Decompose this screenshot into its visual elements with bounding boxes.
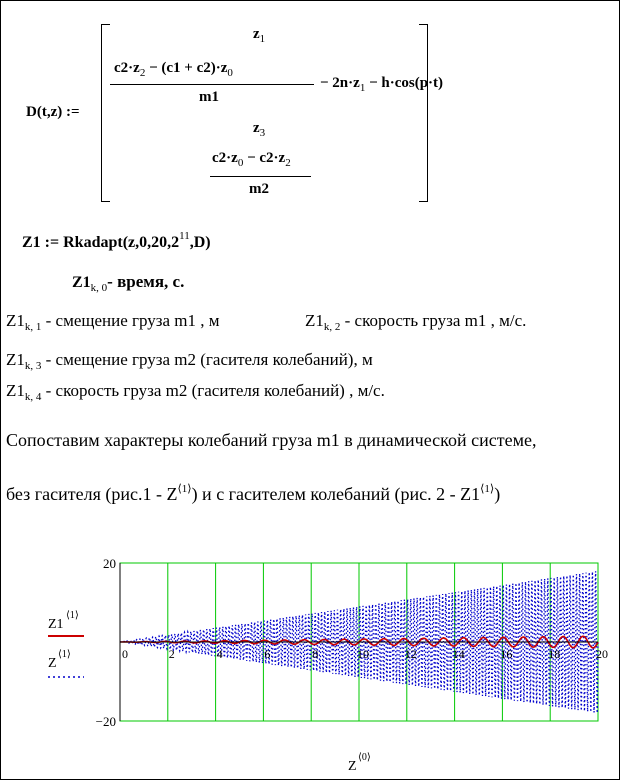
chart-axes bbox=[119, 563, 598, 721]
definition-lhs: D(t,z) := bbox=[26, 104, 80, 120]
legend-line-2: Z1k, 2 - скорость груза m1 , м/с. bbox=[305, 311, 527, 333]
matrix-row-2-denominator: m1 bbox=[199, 89, 219, 105]
matrix-row-2-fraction-bar bbox=[110, 84, 314, 85]
matrix-row-4-denominator: m2 bbox=[249, 181, 269, 197]
paragraph-figures: без гасителя (рис.1 - Z⟨1⟩) и с гасителе… bbox=[6, 483, 501, 504]
matrix-bracket-right bbox=[419, 24, 428, 202]
matrix-row-4-fraction-bar bbox=[210, 176, 311, 177]
legend-line-3: Z1k, 3 - смещение груза m2 (гасителя кол… bbox=[6, 350, 373, 372]
x-tick-label-10: 10 bbox=[357, 647, 369, 661]
matrix-row-4-numerator: c2·z0 − c2·z2 bbox=[212, 150, 291, 169]
matrix-bracket-left bbox=[101, 24, 110, 202]
legend-line-1: Z1k, 1 - смещение груза m1 , м bbox=[6, 311, 220, 333]
legend-z-name: Z bbox=[48, 656, 57, 671]
x-tick-label-18: 18 bbox=[548, 647, 560, 661]
legend-line-4: Z1k, 4 - скорость груза m2 (гасителя кол… bbox=[6, 381, 385, 403]
matrix-row-2-tail: − 2n·z1 − h·cos(p·t) bbox=[320, 75, 444, 94]
x-tick-label-8: 8 bbox=[312, 647, 318, 661]
paragraph-compare: Сопоставим характеры колебаний груза m1 … bbox=[6, 430, 537, 450]
legend-z1-sup: ⟨1⟩ bbox=[66, 610, 79, 621]
x-tick-label-20: 20 bbox=[596, 647, 608, 661]
legend-z1-name: Z1 bbox=[48, 617, 64, 632]
x-axis-label-sup: ⟨0⟩ bbox=[358, 752, 371, 763]
x-tick-label-0: 0 bbox=[122, 647, 128, 661]
matrix-row-2-numerator: c2·z2 − (c1 + c2)·z0 bbox=[114, 60, 233, 79]
x-tick-label-4: 4 bbox=[217, 647, 223, 661]
x-tick-label-6: 6 bbox=[264, 647, 270, 661]
x-tick-label-16: 16 bbox=[500, 647, 512, 661]
matrix-row-1: z1 bbox=[253, 26, 266, 45]
y-tick-label-min: −20 bbox=[96, 714, 116, 729]
x-axis-label: Z bbox=[348, 759, 357, 774]
x-tick-label-2: 2 bbox=[169, 647, 175, 661]
matrix-row-3: z3 bbox=[253, 120, 266, 139]
rkadapt-call: Z1 := Rkadapt(z,0,20,211,D) bbox=[22, 230, 211, 251]
x-tick-label-12: 12 bbox=[405, 647, 417, 661]
legend-line-0: Z1k, 0- время, с. bbox=[72, 272, 185, 294]
x-tick-label-14: 14 bbox=[453, 647, 465, 661]
legend-z-sup: ⟨1⟩ bbox=[58, 649, 71, 660]
y-tick-label-max: 20 bbox=[103, 556, 116, 571]
